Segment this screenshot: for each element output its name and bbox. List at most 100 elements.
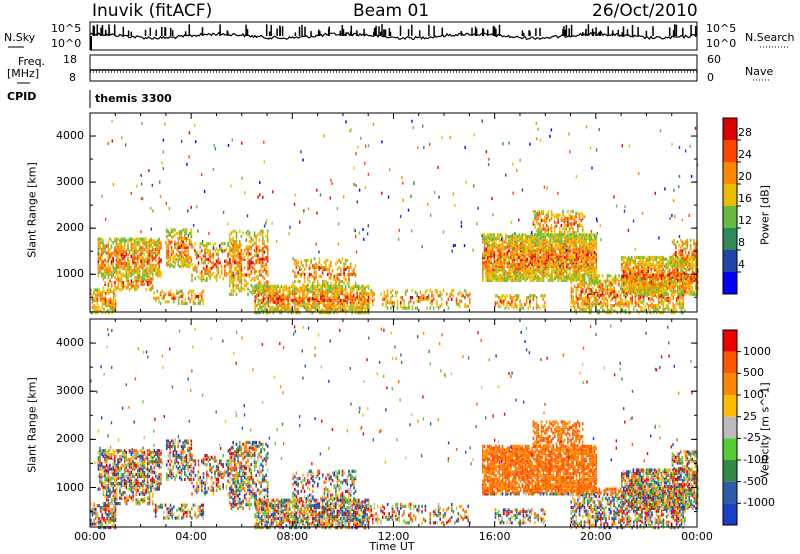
power-cell	[100, 249, 103, 253]
power-cell	[556, 256, 558, 260]
power-cell	[315, 293, 317, 297]
power-cell	[523, 277, 525, 281]
power-cell	[501, 278, 504, 282]
power-cell	[102, 272, 105, 276]
power-cell	[580, 264, 583, 268]
power-cell	[97, 242, 100, 246]
power-cell	[540, 211, 543, 215]
power-cell	[381, 303, 384, 307]
power-cell	[190, 256, 193, 260]
power-cell	[120, 258, 123, 262]
power-cell	[295, 258, 298, 263]
power-cell	[247, 245, 249, 249]
power-cell	[613, 291, 615, 295]
power-cell	[560, 268, 563, 272]
power-cell	[496, 236, 499, 240]
power-cell	[565, 217, 568, 221]
power-cell	[293, 286, 296, 290]
power-cell	[595, 236, 598, 240]
power-cell	[559, 271, 561, 275]
power-cell	[610, 286, 612, 290]
power-cell	[500, 247, 502, 251]
power-cell	[539, 271, 542, 275]
power-cell	[580, 274, 582, 278]
power-cell	[579, 242, 581, 246]
power-cell	[127, 279, 129, 283]
power-cell	[511, 243, 514, 247]
power-cell	[148, 241, 151, 245]
power-cell	[154, 296, 157, 300]
power-cell	[505, 273, 507, 277]
power-cell	[570, 286, 573, 290]
power-cell	[503, 245, 505, 249]
power-cell	[665, 297, 668, 301]
power-cell	[272, 288, 275, 292]
power-cell	[212, 252, 215, 256]
power-cell	[158, 239, 160, 243]
power-cell	[551, 271, 553, 275]
power-cell	[536, 238, 538, 242]
power-cell	[588, 266, 591, 270]
power-cell	[516, 247, 519, 251]
power-cell	[536, 263, 538, 267]
power-cell	[546, 256, 548, 260]
power-cell	[336, 295, 339, 299]
power-cell	[506, 271, 509, 275]
power-cell	[354, 298, 357, 302]
power-cell	[353, 300, 355, 304]
power-cell	[164, 293, 167, 297]
power-cell	[180, 240, 183, 244]
power-cell	[528, 266, 530, 270]
power-cell	[574, 261, 576, 265]
power-cell	[113, 300, 115, 304]
power-cell	[275, 286, 278, 290]
power-cell	[94, 307, 97, 311]
power-cell	[266, 273, 269, 277]
power-cell	[263, 276, 266, 281]
power-cell	[239, 276, 241, 281]
power-cell	[559, 238, 561, 242]
power-cell	[292, 290, 294, 294]
power-cell	[575, 286, 578, 290]
power-cell	[132, 256, 134, 260]
power-cell	[583, 243, 586, 247]
power-cell	[540, 232, 543, 236]
power-cell	[227, 242, 229, 246]
power-cell	[485, 275, 487, 279]
power-cell	[572, 259, 574, 263]
power-cell	[93, 298, 95, 302]
power-cell	[317, 264, 319, 268]
power-cell	[364, 291, 367, 295]
power-cell	[112, 256, 114, 260]
power-cell	[285, 286, 288, 290]
power-cell	[498, 273, 501, 277]
power-cell	[235, 236, 238, 240]
power-cell	[540, 218, 543, 222]
nsearch-tick-bottom: 10^0	[706, 37, 737, 50]
power-cell	[631, 283, 633, 288]
power-cell	[180, 231, 183, 235]
power-cell	[640, 262, 643, 267]
power-cell	[201, 261, 203, 265]
power-cell	[564, 278, 566, 282]
power-cell	[644, 305, 647, 309]
power-cell	[265, 271, 267, 275]
power-cell	[546, 263, 548, 267]
power-cell	[513, 233, 515, 237]
power-cell	[391, 294, 394, 298]
power-cell	[622, 283, 625, 288]
power-cell	[338, 278, 340, 282]
power-cell	[235, 285, 238, 289]
power-cell	[202, 254, 205, 258]
power-cell	[564, 233, 566, 237]
power-cell	[154, 298, 157, 302]
power-cell	[564, 266, 566, 270]
power-cell	[122, 286, 124, 290]
power-cell	[485, 271, 487, 275]
power-cell	[229, 257, 231, 261]
power-cell	[204, 257, 206, 261]
power-cell	[611, 281, 614, 285]
power-cell	[385, 296, 387, 300]
power-cell	[274, 288, 276, 292]
power-cell	[635, 280, 638, 284]
